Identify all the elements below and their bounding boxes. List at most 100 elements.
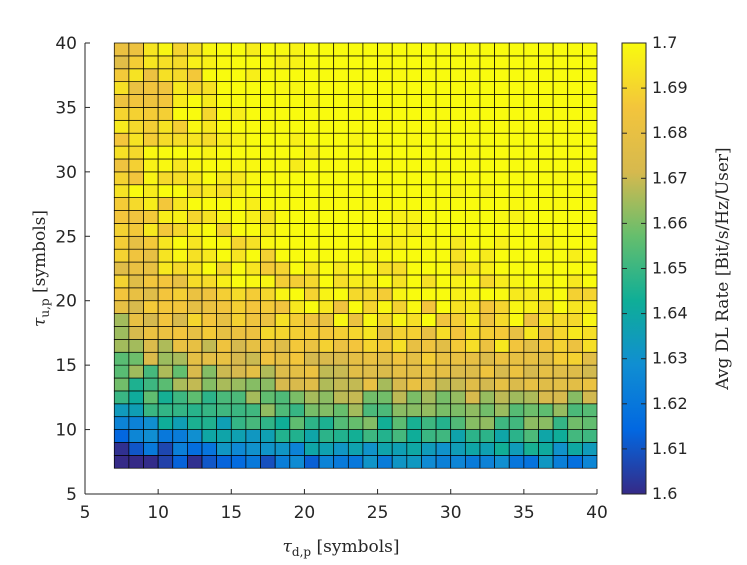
heatmap-cell [304, 351, 320, 366]
heatmap-cell [464, 55, 481, 70]
heatmap-cell [508, 351, 525, 366]
heatmap-cell [128, 261, 144, 276]
heatmap-cell [523, 81, 539, 95]
heatmap-cell [362, 261, 378, 276]
heatmap-cell [523, 107, 539, 121]
heatmap-cell [201, 429, 218, 443]
heatmap-cell [274, 145, 291, 160]
heatmap-cell [523, 377, 539, 392]
heatmap-cell [450, 42, 466, 57]
heatmap-cell [128, 119, 144, 134]
heatmap-cell [479, 119, 495, 134]
heatmap-cell [216, 429, 232, 443]
heatmap-cell [508, 442, 525, 456]
heatmap-cell [274, 403, 291, 418]
heatmap-cell [143, 403, 159, 418]
heatmap-cell [450, 132, 466, 147]
heatmap-cell [260, 107, 276, 121]
heatmap-cell [582, 55, 598, 70]
heatmap-cell [347, 287, 364, 302]
heatmap-cell [538, 416, 554, 430]
heatmap-cell [479, 81, 495, 95]
y-tick-label: 20 [55, 292, 77, 312]
heatmap-cell [421, 145, 437, 160]
heatmap-cell [172, 184, 188, 198]
heatmap-cell [187, 326, 203, 340]
heatmap-cell [143, 351, 159, 366]
heatmap-cell [582, 235, 598, 250]
heatmap-cell [201, 158, 218, 173]
heatmap-cell [172, 235, 188, 250]
heatmap-cell [538, 351, 554, 366]
heatmap-cell [289, 248, 305, 263]
heatmap-cell [567, 313, 583, 327]
heatmap-cell [567, 377, 583, 392]
heatmap-cell [289, 171, 305, 186]
heatmap-cell [406, 68, 422, 83]
heatmap-cell [391, 68, 408, 83]
heatmap-cell [274, 210, 291, 224]
heatmap-cell [143, 184, 159, 198]
heatmap-cell [230, 377, 247, 392]
heatmap-cell [289, 313, 305, 327]
heatmap-cell [187, 42, 203, 57]
heatmap-cell [143, 210, 159, 224]
heatmap-cell [391, 235, 408, 250]
heatmap-cell [157, 184, 174, 198]
heatmap-cell [187, 377, 203, 392]
heatmap-cell [523, 132, 539, 147]
heatmap-cell [260, 454, 276, 469]
heatmap-cell [508, 326, 525, 340]
heatmap-cell [464, 145, 481, 160]
heatmap-cell [143, 416, 159, 430]
heatmap-cell [245, 158, 261, 173]
heatmap-cell [143, 55, 159, 70]
heatmap-cell [289, 390, 305, 405]
heatmap-cell [450, 313, 466, 327]
heatmap-cell [333, 248, 349, 263]
heatmap-cell [143, 132, 159, 147]
heatmap-cell [435, 454, 452, 469]
heatmap-cell [582, 261, 598, 276]
heatmap-cell [552, 184, 569, 198]
heatmap-cell [377, 248, 393, 263]
heatmap-cell [421, 94, 437, 108]
heatmap-cell [567, 339, 583, 353]
heatmap-cell [450, 119, 466, 134]
heatmap-cell [479, 210, 495, 224]
heatmap-cell [187, 197, 203, 211]
heatmap-cell [421, 287, 437, 302]
heatmap-cell [582, 94, 598, 108]
heatmap-cell [318, 442, 335, 456]
heatmap-cell [450, 158, 466, 173]
heatmap-cell [421, 42, 437, 57]
heatmap-cell [435, 107, 452, 121]
heatmap-cell [157, 145, 174, 160]
heatmap-cell [333, 107, 349, 121]
heatmap-cell [304, 197, 320, 211]
heatmap-cell [260, 235, 276, 250]
heatmap-cell [391, 442, 408, 456]
heatmap-cell [230, 235, 247, 250]
heatmap-cell [377, 274, 393, 289]
heatmap-cell [333, 42, 349, 57]
heatmap-cell [435, 42, 452, 57]
heatmap-cell [406, 326, 422, 340]
heatmap-cell [245, 210, 261, 224]
heatmap-cell [450, 94, 466, 108]
heatmap-cell [494, 274, 510, 289]
heatmap-cell [538, 223, 554, 237]
heatmap-cell [347, 300, 364, 314]
heatmap-cell [494, 197, 510, 211]
heatmap-cell [172, 442, 188, 456]
heatmap-cell [274, 351, 291, 366]
heatmap-cell [494, 339, 510, 353]
heatmap-cell [128, 197, 144, 211]
heatmap-cell [128, 442, 144, 456]
heatmap-cell [157, 132, 174, 147]
heatmap-cell [347, 119, 364, 134]
heatmap-cell [318, 132, 335, 147]
heatmap-cell [230, 145, 247, 160]
heatmap-cell [172, 326, 188, 340]
